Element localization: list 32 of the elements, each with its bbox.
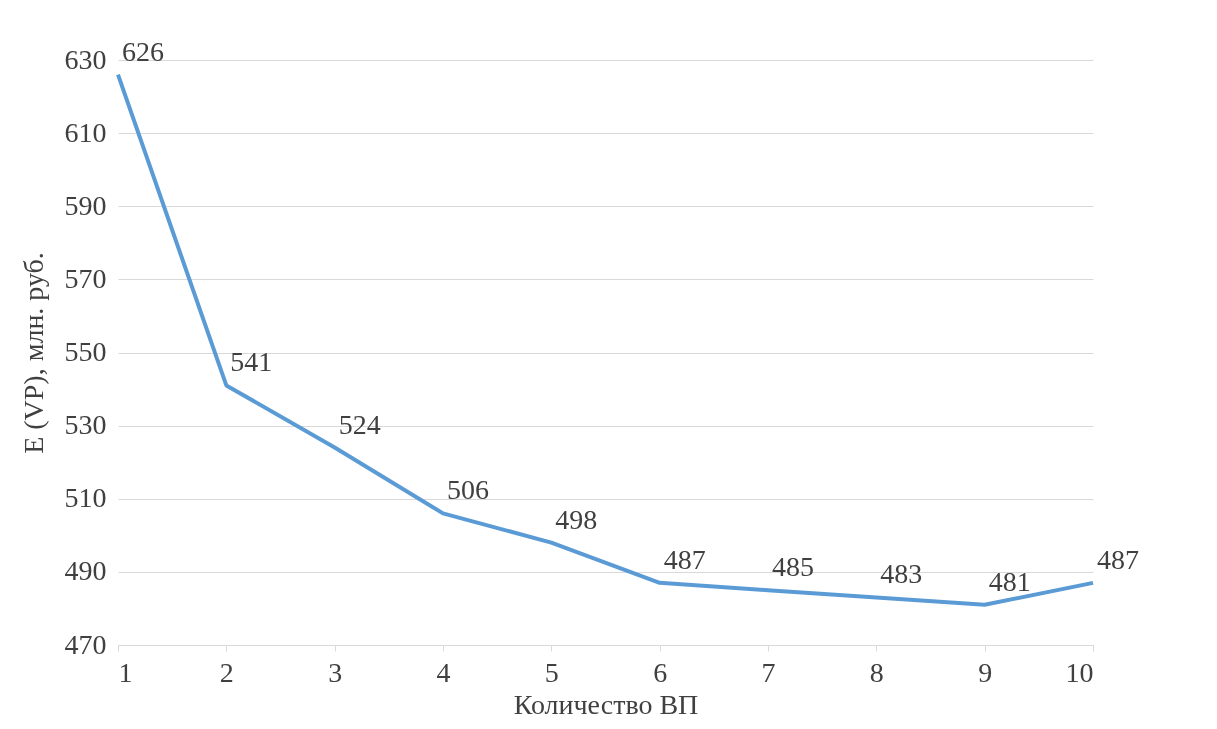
x-tick-label: 9 — [978, 656, 993, 688]
data-label: 541 — [230, 346, 273, 378]
x-tick-label: 1 — [118, 656, 133, 688]
y-tick-label: 530 — [64, 409, 107, 441]
y-tick-label: 610 — [64, 116, 107, 148]
x-tick-label: 8 — [869, 656, 884, 688]
x-tick-label: 10 — [1065, 656, 1094, 688]
data-label: 506 — [447, 474, 489, 506]
data-label: 487 — [663, 543, 706, 575]
y-tick-label: 470 — [64, 628, 107, 660]
data-label: 498 — [555, 503, 598, 535]
y-tick-label: 570 — [64, 262, 107, 294]
x-axis-title: Количество ВП — [513, 688, 699, 720]
data-label: 485 — [772, 551, 814, 583]
y-tick-label: 510 — [64, 482, 107, 514]
y-tick-label: 550 — [64, 336, 107, 367]
x-tick-label: 3 — [328, 656, 343, 688]
x-tick-label: 4 — [436, 656, 451, 688]
x-tick-label: 6 — [653, 656, 668, 688]
y-tick-label: 630 — [64, 43, 107, 75]
x-tick-label: 7 — [761, 656, 776, 688]
line-series — [116, 72, 1095, 607]
data-label: 481 — [988, 565, 1031, 597]
data-label: 524 — [338, 408, 381, 440]
x-tick-label: 5 — [544, 656, 559, 688]
y-tick-label: 590 — [64, 189, 107, 221]
data-label: 483 — [880, 558, 923, 590]
y-tick-label: 490 — [64, 555, 107, 587]
x-tick-label: 2 — [219, 656, 234, 688]
data-label: 626 — [122, 35, 164, 67]
data-label: 487 — [1097, 543, 1139, 575]
y-axis-title: E (VP), млн. руб. — [17, 252, 49, 454]
